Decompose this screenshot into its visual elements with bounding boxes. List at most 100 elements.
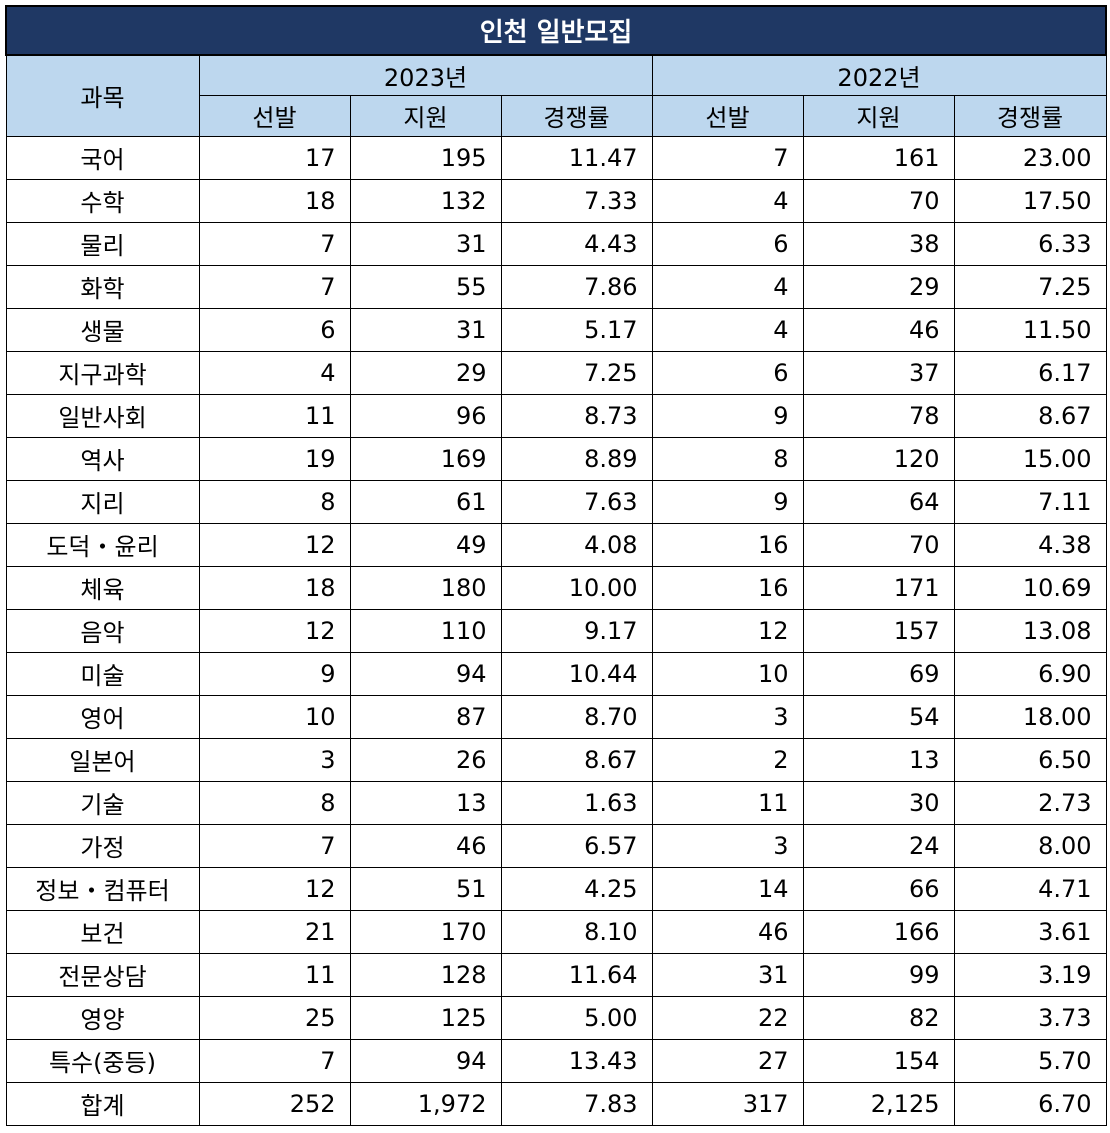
- cell-selected-2022: 7: [651, 135, 804, 180]
- cell-ratio-2022: 6.33: [953, 221, 1107, 266]
- cell-ratio-2022: 8.67: [953, 393, 1107, 438]
- header-year-2023: 2023년: [198, 54, 653, 96]
- header-year-2022: 2022년: [651, 54, 1107, 96]
- cell-selected-2022: 3: [651, 823, 804, 868]
- table-row: 지리 8 61 7.63 9 64 7.11: [5, 479, 1107, 524]
- cell-ratio-2022: 4.71: [953, 866, 1107, 911]
- cell-selected-2023: 12: [198, 866, 351, 911]
- cell-selected-2023: 25: [198, 995, 351, 1040]
- cell-subject: 지리: [5, 479, 200, 524]
- cell-ratio-2022: 8.00: [953, 823, 1107, 868]
- cell-applicants-2023: 55: [349, 264, 502, 309]
- cell-selected-2022: 9: [651, 479, 804, 524]
- cell-selected-2023: 11: [198, 952, 351, 997]
- cell-selected-2022: 16: [651, 565, 804, 610]
- cell-selected-2023: 11: [198, 393, 351, 438]
- cell-subject: 영어: [5, 694, 200, 739]
- cell-applicants-2022: 30: [802, 780, 955, 825]
- cell-applicants-2023: 94: [349, 1038, 502, 1083]
- cell-selected-2022: 3: [651, 694, 804, 739]
- cell-subject: 기술: [5, 780, 200, 825]
- cell-ratio-2023: 5.17: [500, 307, 653, 352]
- cell-subject: 역사: [5, 436, 200, 481]
- table-row: 화학 7 55 7.86 4 29 7.25: [5, 264, 1107, 309]
- cell-ratio-2023: 9.17: [500, 608, 653, 653]
- cell-ratio-2022: 6.17: [953, 350, 1107, 395]
- cell-subject: 미술: [5, 651, 200, 696]
- cell-selected-2022: 27: [651, 1038, 804, 1083]
- cell-applicants-2023: 26: [349, 737, 502, 782]
- table-row: 물리 7 31 4.43 6 38 6.33: [5, 221, 1107, 266]
- cell-ratio-2023: 6.57: [500, 823, 653, 868]
- cell-ratio-2022: 4.38: [953, 522, 1107, 567]
- cell-subject: 일반사회: [5, 393, 200, 438]
- cell-selected-2023: 12: [198, 608, 351, 653]
- cell-applicants-2022: 29: [802, 264, 955, 309]
- cell-selected-2022: 11: [651, 780, 804, 825]
- cell-ratio-2023: 4.43: [500, 221, 653, 266]
- cell-selected-2022: 46: [651, 909, 804, 954]
- cell-selected-2022: 22: [651, 995, 804, 1040]
- cell-applicants-2023: 87: [349, 694, 502, 739]
- table-row: 정보・컴퓨터 12 51 4.25 14 66 4.71: [5, 866, 1107, 911]
- cell-selected-2022: 12: [651, 608, 804, 653]
- cell-selected-2022: 14: [651, 866, 804, 911]
- cell-applicants-2022: 2,125: [802, 1081, 955, 1126]
- table-row: 체육 18 180 10.00 16 171 10.69: [5, 565, 1107, 610]
- cell-applicants-2023: 46: [349, 823, 502, 868]
- cell-ratio-2023: 10.44: [500, 651, 653, 696]
- cell-selected-2022: 6: [651, 350, 804, 395]
- table-row: 보건 21 170 8.10 46 166 3.61: [5, 909, 1107, 954]
- cell-applicants-2022: 24: [802, 823, 955, 868]
- cell-applicants-2022: 154: [802, 1038, 955, 1083]
- cell-applicants-2023: 94: [349, 651, 502, 696]
- table-row: 음악 12 110 9.17 12 157 13.08: [5, 608, 1107, 653]
- table-row: 수학 18 132 7.33 4 70 17.50: [5, 178, 1107, 223]
- cell-subject: 음악: [5, 608, 200, 653]
- table-row: 생물 6 31 5.17 4 46 11.50: [5, 307, 1107, 352]
- cell-ratio-2023: 4.08: [500, 522, 653, 567]
- cell-ratio-2023: 7.86: [500, 264, 653, 309]
- cell-selected-2022: 4: [651, 307, 804, 352]
- cell-subject: 화학: [5, 264, 200, 309]
- table-row: 영양 25 125 5.00 22 82 3.73: [5, 995, 1107, 1040]
- table-row: 영어 10 87 8.70 3 54 18.00: [5, 694, 1107, 739]
- cell-applicants-2022: 70: [802, 178, 955, 223]
- cell-selected-2022: 4: [651, 264, 804, 309]
- cell-applicants-2023: 29: [349, 350, 502, 395]
- cell-applicants-2023: 180: [349, 565, 502, 610]
- cell-applicants-2023: 31: [349, 221, 502, 266]
- cell-applicants-2022: 157: [802, 608, 955, 653]
- cell-selected-2023: 7: [198, 264, 351, 309]
- cell-ratio-2023: 7.25: [500, 350, 653, 395]
- cell-subject: 생물: [5, 307, 200, 352]
- cell-ratio-2023: 1.63: [500, 780, 653, 825]
- cell-applicants-2023: 125: [349, 995, 502, 1040]
- cell-applicants-2023: 128: [349, 952, 502, 997]
- cell-applicants-2022: 46: [802, 307, 955, 352]
- cell-ratio-2022: 6.90: [953, 651, 1107, 696]
- cell-subject: 특수(중등): [5, 1038, 200, 1083]
- cell-subject: 정보・컴퓨터: [5, 866, 200, 911]
- cell-selected-2023: 9: [198, 651, 351, 696]
- cell-ratio-2023: 8.89: [500, 436, 653, 481]
- cell-selected-2023: 18: [198, 565, 351, 610]
- cell-ratio-2022: 18.00: [953, 694, 1107, 739]
- cell-selected-2023: 3: [198, 737, 351, 782]
- table-row: 가정 7 46 6.57 3 24 8.00: [5, 823, 1107, 868]
- cell-selected-2022: 8: [651, 436, 804, 481]
- table-title: 인천 일반모집: [4, 5, 1108, 56]
- header-ratio-2022: 경쟁률: [953, 94, 1107, 137]
- table-row: 전문상담 11 128 11.64 31 99 3.19: [5, 952, 1107, 997]
- cell-applicants-2023: 13: [349, 780, 502, 825]
- cell-applicants-2022: 54: [802, 694, 955, 739]
- cell-applicants-2023: 49: [349, 522, 502, 567]
- cell-selected-2022: 6: [651, 221, 804, 266]
- cell-applicants-2022: 161: [802, 135, 955, 180]
- cell-selected-2022: 317: [651, 1081, 804, 1126]
- cell-applicants-2022: 38: [802, 221, 955, 266]
- cell-subject: 국어: [5, 135, 200, 180]
- cell-subject: 도덕・윤리: [5, 522, 200, 567]
- cell-selected-2023: 8: [198, 780, 351, 825]
- cell-subject: 전문상담: [5, 952, 200, 997]
